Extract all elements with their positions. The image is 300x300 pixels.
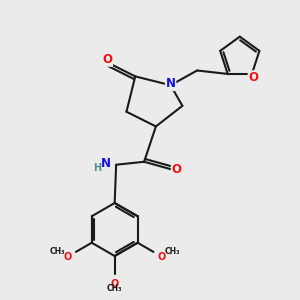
Text: O: O: [102, 53, 112, 66]
Text: O: O: [248, 71, 258, 84]
Text: CH₃: CH₃: [49, 248, 65, 256]
Text: O: O: [63, 252, 72, 262]
Text: N: N: [101, 157, 111, 170]
Text: O: O: [158, 252, 166, 262]
Text: CH₃: CH₃: [107, 284, 122, 293]
Text: H: H: [93, 163, 101, 173]
Text: N: N: [166, 77, 176, 90]
Text: O: O: [110, 279, 119, 289]
Text: O: O: [172, 163, 182, 176]
Text: CH₃: CH₃: [165, 248, 180, 256]
